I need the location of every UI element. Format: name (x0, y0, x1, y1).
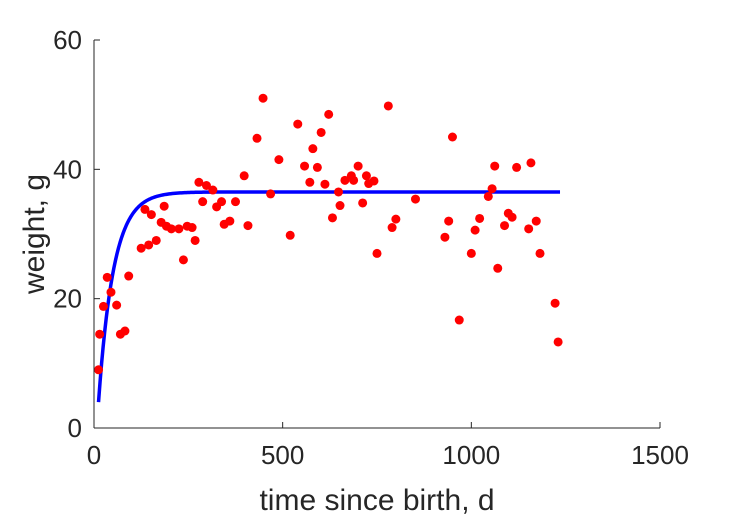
data-point (252, 133, 262, 143)
data-point (144, 240, 154, 250)
x-axis-title: time since birth, d (259, 484, 494, 517)
data-point (140, 204, 150, 214)
data-point (187, 223, 197, 233)
data-point (94, 365, 104, 375)
x-tick-label: 500 (261, 440, 304, 470)
data-point (120, 326, 130, 336)
data-point (285, 230, 295, 240)
data-point (274, 155, 284, 165)
y-tick-label: 20 (53, 284, 82, 314)
data-point (507, 212, 517, 222)
data-point (190, 235, 200, 245)
data-point (231, 197, 240, 207)
data-point (136, 243, 146, 253)
x-tick-label: 1000 (442, 440, 500, 470)
data-point (358, 198, 368, 208)
data-point (500, 221, 510, 231)
data-point (524, 224, 534, 234)
data-point (102, 272, 112, 282)
data-point (258, 93, 268, 103)
data-point (466, 248, 476, 258)
data-point (225, 216, 235, 226)
data-point (201, 181, 211, 190)
y-tick-label: 40 (53, 154, 82, 184)
axes (93, 40, 660, 429)
x-tick-label: 0 (87, 440, 101, 470)
data-point (327, 213, 337, 223)
data-point (166, 224, 176, 234)
data-point (447, 132, 457, 142)
data-point (550, 298, 560, 308)
data-point (526, 158, 536, 168)
data-point (98, 301, 108, 311)
data-point (335, 201, 345, 211)
data-point (349, 175, 359, 185)
data-point (391, 214, 401, 224)
data-point (320, 179, 330, 189)
y-axis-title: weight, g (18, 174, 51, 295)
data-point (440, 232, 450, 242)
data-point (470, 225, 480, 235)
data-point (151, 235, 161, 245)
data-point (444, 216, 454, 226)
data-point (387, 223, 397, 233)
data-point (266, 189, 276, 199)
fit-curve (96, 190, 561, 403)
ticks: 0 500 1000 1500 0 20 40 60 (53, 25, 689, 470)
data-point (300, 161, 310, 171)
data-point (361, 171, 371, 181)
data-point (198, 197, 208, 207)
data-point (312, 162, 322, 172)
data-point (95, 329, 105, 339)
data-point (383, 101, 393, 111)
data-points-layer (94, 93, 563, 375)
x-tick-label: 1500 (631, 440, 689, 470)
data-point (493, 263, 503, 273)
data-point (308, 144, 318, 154)
data-point (243, 221, 253, 231)
data-point (239, 171, 249, 181)
data-point (531, 216, 541, 226)
data-point (174, 224, 184, 234)
data-point (353, 161, 363, 171)
data-point (217, 197, 227, 207)
data-point (159, 201, 169, 211)
data-point (334, 187, 344, 197)
data-point (305, 177, 315, 187)
data-point (553, 337, 563, 347)
data-point (112, 300, 122, 310)
data-point (293, 119, 303, 129)
data-point (512, 162, 522, 172)
data-point (535, 248, 545, 258)
data-point (483, 191, 493, 201)
data-point (340, 175, 350, 185)
data-point (490, 161, 500, 171)
y-tick-label: 60 (53, 25, 82, 55)
fit-curve-layer (96, 190, 561, 403)
data-point (487, 184, 497, 194)
data-point (146, 210, 156, 220)
data-point (475, 213, 485, 223)
data-point (124, 271, 134, 281)
data-point (372, 248, 382, 258)
data-point (208, 185, 218, 195)
data-point (106, 287, 116, 297)
data-point (410, 194, 420, 204)
data-point (194, 177, 204, 187)
data-point (316, 127, 326, 137)
data-point (369, 176, 379, 186)
y-tick-label: 0 (68, 413, 82, 443)
data-point (324, 109, 334, 119)
data-point (178, 255, 188, 265)
data-point (454, 315, 464, 325)
